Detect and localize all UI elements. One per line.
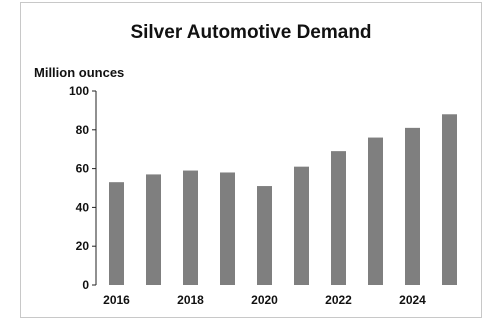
bar-2019 bbox=[220, 172, 235, 285]
bar-2024 bbox=[405, 127, 420, 285]
y-tick-label: 20 bbox=[76, 239, 90, 253]
bars bbox=[109, 114, 457, 285]
x-tick-label: 2022 bbox=[325, 293, 352, 307]
x-tick-label: 2018 bbox=[177, 293, 204, 307]
bar-2022 bbox=[331, 151, 346, 285]
y-tick-label: 40 bbox=[76, 200, 90, 214]
x-tick-label: 2016 bbox=[103, 293, 130, 307]
bar-2021 bbox=[294, 166, 309, 285]
bar-2020 bbox=[257, 186, 272, 285]
tick-labels: 0 20 40 60 80 100 2016 2018 2020 2022 2024 bbox=[69, 84, 426, 307]
bar-2023 bbox=[368, 137, 383, 285]
chart-title: Silver Automotive Demand bbox=[130, 22, 372, 43]
x-tick-label: 2024 bbox=[399, 293, 426, 307]
axes bbox=[92, 90, 97, 286]
bar-2017 bbox=[146, 174, 161, 285]
y-tick-label: 80 bbox=[76, 123, 90, 137]
bar-2025 bbox=[442, 114, 457, 285]
x-tick-label: 2020 bbox=[251, 293, 278, 307]
y-tick-label: 100 bbox=[69, 84, 89, 98]
bar-2018 bbox=[183, 170, 198, 285]
y-axis-label: Million ounces bbox=[34, 65, 125, 80]
y-tick-label: 0 bbox=[82, 278, 89, 292]
bar-2016 bbox=[109, 182, 124, 285]
y-tick-label: 60 bbox=[76, 162, 90, 176]
